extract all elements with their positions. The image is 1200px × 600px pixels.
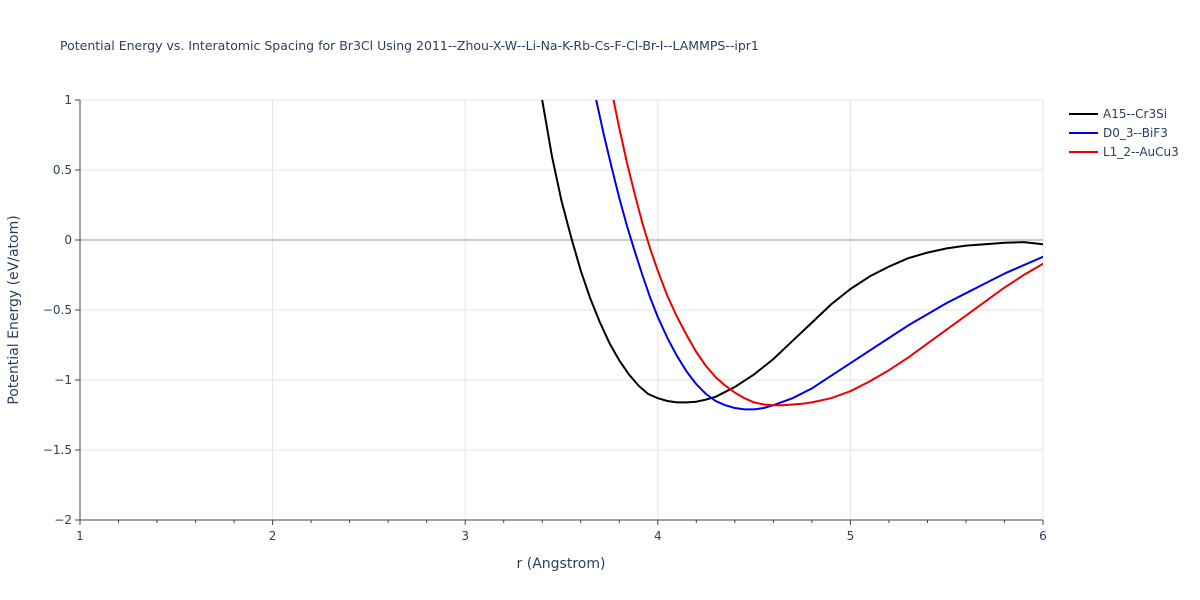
y-axis-title: Potential Energy (eV/atom) — [6, 215, 22, 404]
series-line — [541, 100, 1043, 404]
y-tick-label: −0.5 — [43, 303, 72, 317]
legend-label: A15--Cr3Si — [1103, 107, 1167, 121]
legend: A15--Cr3Si D0_3--BiF3 L1_2--AuCu3 — [1069, 107, 1179, 159]
series-lines — [541, 100, 1043, 411]
x-tick-label: 2 — [269, 529, 277, 543]
x-tick-label: 3 — [461, 529, 469, 543]
grid — [80, 99, 1044, 521]
legend-label: L1_2--AuCu3 — [1103, 145, 1179, 159]
y-tick-label: 0.5 — [53, 163, 72, 177]
x-ticks: 1 2 3 4 5 6 — [76, 520, 1047, 543]
x-tick-label: 1 — [76, 529, 84, 543]
chart-title: Potential Energy vs. Interatomic Spacing… — [60, 38, 759, 53]
y-tick-label: −2 — [54, 513, 72, 527]
y-tick-label: −1 — [54, 373, 72, 387]
y-tick-label: 1 — [64, 93, 72, 107]
y-tick-label: 0 — [64, 233, 72, 247]
series-line — [612, 100, 1043, 407]
x-tick-label: 4 — [654, 529, 662, 543]
x-tick-label: 6 — [1039, 529, 1047, 543]
x-axis-title: r (Angstrom) — [517, 556, 606, 572]
x-tick-label: 5 — [847, 529, 855, 543]
series-line — [595, 100, 1043, 411]
y-tick-label: −1.5 — [43, 443, 72, 457]
y-ticks: −2 −1.5 −1 −0.5 0 0.5 1 — [43, 93, 80, 527]
legend-label: D0_3--BiF3 — [1103, 126, 1168, 140]
